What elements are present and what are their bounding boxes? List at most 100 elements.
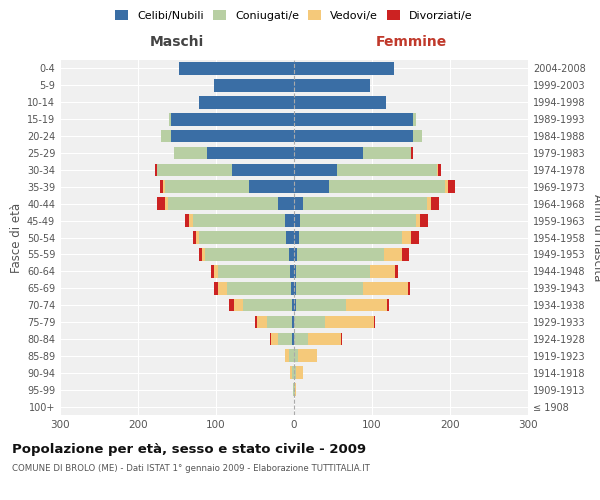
Bar [278,198,294,210]
Bar [445,180,448,193]
Bar [296,265,370,278]
Bar [218,265,290,278]
Bar [167,198,278,210]
Bar [193,231,196,244]
Bar [411,146,413,160]
Bar [294,316,325,328]
Bar [165,198,167,210]
Bar [401,231,411,244]
Bar [416,214,421,227]
Bar [214,265,218,278]
Bar [185,214,190,227]
Bar [294,384,295,396]
Bar [249,180,294,193]
Bar [329,180,445,193]
Bar [337,164,437,176]
Bar [298,350,317,362]
Bar [296,366,304,379]
Bar [294,164,337,176]
Bar [395,265,398,278]
Bar [214,79,294,92]
Bar [290,366,292,379]
Bar [294,282,296,294]
Bar [227,282,291,294]
Bar [292,316,294,328]
Bar [174,146,206,160]
Bar [179,62,294,75]
Bar [294,265,296,278]
Text: Maschi: Maschi [150,35,204,49]
Bar [294,113,413,126]
Bar [370,265,395,278]
Bar [286,350,289,362]
Bar [169,113,171,126]
Bar [294,350,298,362]
Y-axis label: Anni di nascita: Anni di nascita [591,194,600,281]
Bar [308,332,341,345]
Bar [268,316,292,328]
Bar [374,316,375,328]
Bar [171,130,294,142]
Bar [257,316,268,328]
Bar [286,231,294,244]
Bar [294,180,329,193]
Bar [294,62,394,75]
Bar [438,164,440,176]
Bar [161,130,171,142]
Bar [294,96,386,108]
Bar [160,180,163,193]
Bar [157,164,232,176]
Bar [294,248,297,260]
Bar [171,113,294,126]
Text: Femmine: Femmine [376,35,446,49]
Bar [411,231,419,244]
Bar [196,231,199,244]
Bar [427,198,431,210]
Bar [157,198,165,210]
Bar [294,146,362,160]
Bar [163,180,164,193]
Bar [295,384,296,396]
Bar [300,214,416,227]
Bar [289,350,294,362]
Bar [294,198,304,210]
Bar [304,198,427,210]
Bar [199,231,286,244]
Bar [155,164,157,176]
Bar [421,214,428,227]
Bar [218,282,227,294]
Bar [294,366,296,379]
Bar [294,299,296,312]
Bar [199,96,294,108]
Bar [437,164,438,176]
Bar [297,248,385,260]
Bar [211,265,214,278]
Bar [296,299,346,312]
Bar [290,265,294,278]
Bar [214,282,218,294]
Bar [401,248,409,260]
Bar [278,332,292,345]
Bar [270,332,271,345]
Y-axis label: Fasce di età: Fasce di età [10,202,23,272]
Bar [292,366,294,379]
Bar [431,198,439,210]
Bar [385,248,401,260]
Bar [205,248,289,260]
Bar [294,214,300,227]
Text: COMUNE DI BROLO (ME) - Dati ISTAT 1° gennaio 2009 - Elaborazione TUTTITALIA.IT: COMUNE DI BROLO (ME) - Dati ISTAT 1° gen… [12,464,370,473]
Bar [206,146,294,160]
Bar [413,130,422,142]
Legend: Celibi/Nubili, Coniugati/e, Vedovi/e, Divorziati/e: Celibi/Nubili, Coniugati/e, Vedovi/e, Di… [113,8,475,24]
Bar [299,231,401,244]
Bar [413,113,416,126]
Bar [193,214,284,227]
Bar [292,299,294,312]
Bar [190,214,193,227]
Bar [362,282,408,294]
Bar [296,282,362,294]
Bar [346,299,387,312]
Bar [289,248,294,260]
Bar [294,332,308,345]
Bar [271,332,278,345]
